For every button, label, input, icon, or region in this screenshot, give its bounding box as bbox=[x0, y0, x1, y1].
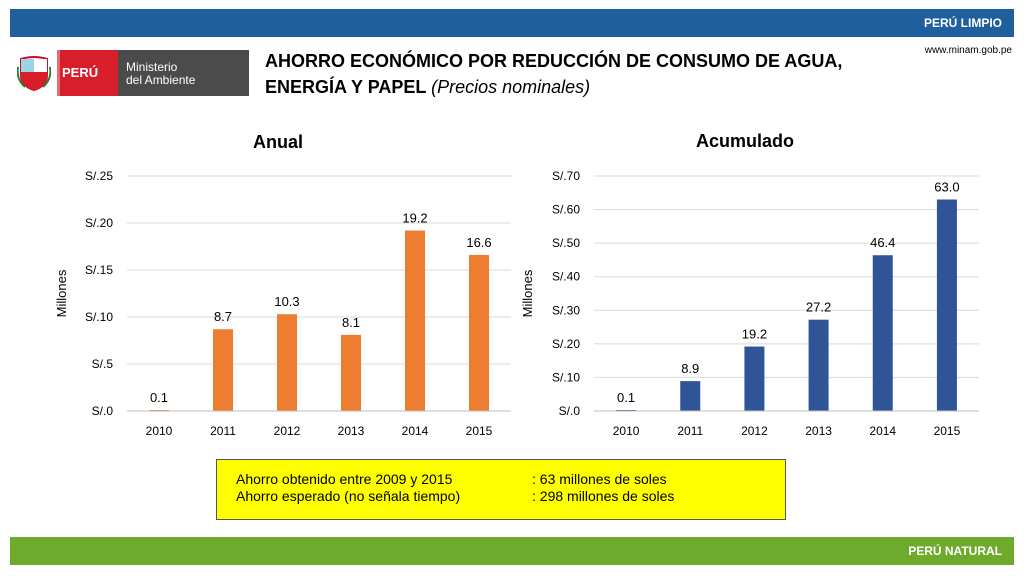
cumulative-x-tick-label: 2015 bbox=[934, 424, 961, 438]
bottom-band: PERÚ NATURAL bbox=[10, 537, 1014, 565]
note-expected-value: : 298 millones de soles bbox=[532, 488, 675, 504]
annual-data-label-2015: 16.6 bbox=[466, 235, 491, 250]
annual-x-tick-label: 2013 bbox=[338, 424, 365, 438]
annual-data-label-2011: 8.7 bbox=[214, 309, 232, 324]
annual-y-tick-label: S/.15 bbox=[85, 263, 113, 277]
annual-x-tick-label: 2011 bbox=[210, 424, 236, 438]
annual-y-tick-label: S/.10 bbox=[85, 310, 113, 324]
cumulative-y-tick-label: S/.0 bbox=[559, 404, 581, 418]
note-row-obtained: Ahorro obtenido entre 2009 y 2015 : 63 m… bbox=[236, 471, 785, 488]
coat-of-arms-icon bbox=[17, 56, 51, 91]
cumulative-data-label-2010: 0.1 bbox=[617, 390, 635, 405]
annual-x-tick-label: 2015 bbox=[466, 424, 493, 438]
logo-ministry: Ministerio del Ambiente bbox=[118, 50, 249, 96]
cumulative-y-tick-label: S/.30 bbox=[552, 303, 580, 317]
cumulative-y-tick-label: S/.40 bbox=[552, 270, 580, 284]
annual-data-label-2013: 8.1 bbox=[342, 315, 360, 330]
note-obtained-label: Ahorro obtenido entre 2009 y 2015 bbox=[236, 471, 453, 487]
savings-note: Ahorro obtenido entre 2009 y 2015 : 63 m… bbox=[216, 459, 786, 520]
annual-data-label-2012: 10.3 bbox=[274, 294, 299, 309]
note-expected-label: Ahorro esperado (no señala tiempo) bbox=[236, 488, 461, 504]
annual-x-tick-label: 2012 bbox=[274, 424, 301, 438]
cumulative-data-label-2012: 19.2 bbox=[742, 327, 767, 342]
cumulative-chart-title: Acumulado bbox=[696, 131, 794, 151]
note-obtained-value: : 63 millones de soles bbox=[532, 471, 667, 487]
cumulative-bar-2015 bbox=[936, 199, 957, 411]
cumulative-data-label-2015: 63.0 bbox=[934, 180, 959, 195]
title-subtitle: (Precios nominales) bbox=[431, 77, 591, 97]
annual-bar-2013 bbox=[341, 334, 361, 411]
cumulative-data-label-2014: 46.4 bbox=[870, 235, 895, 250]
cumulative-y-tick-label: S/.20 bbox=[552, 337, 580, 351]
annual-x-tick-label: 2014 bbox=[402, 424, 429, 438]
bottom-band-label: PERÚ NATURAL bbox=[908, 544, 1002, 558]
cumulative-bar-2013 bbox=[808, 319, 829, 411]
annual-y-tick-label: S/.20 bbox=[85, 216, 113, 230]
annual-y-tick-label: S/.0 bbox=[92, 404, 114, 418]
annual-y-tick-label: S/.25 bbox=[85, 169, 113, 183]
top-band: PERÚ LIMPIO bbox=[10, 9, 1014, 37]
cumulative-bar-2014 bbox=[872, 255, 893, 411]
title-line1: AHORRO ECONÓMICO POR REDUCCIÓN DE CONSUM… bbox=[265, 51, 843, 71]
annual-bar-2012 bbox=[277, 314, 297, 411]
annual-bar-2014 bbox=[405, 230, 425, 411]
annual-data-label-2014: 19.2 bbox=[402, 211, 427, 226]
cumulative-x-tick-label: 2011 bbox=[677, 424, 703, 438]
annual-data-label-2010: 0.1 bbox=[150, 390, 168, 405]
website-url: www.minam.gob.pe bbox=[924, 45, 1012, 56]
cumulative-data-label-2011: 8.9 bbox=[681, 361, 699, 376]
cumulative-x-tick-label: 2012 bbox=[741, 424, 768, 438]
title-line2-text: ENERGÍA Y PAPEL bbox=[265, 77, 427, 97]
cumulative-bar-2012 bbox=[744, 346, 765, 411]
cumulative-y-axis-label: Millones bbox=[520, 269, 535, 317]
logo-ministry-line1: Ministerio bbox=[126, 60, 178, 74]
annual-bar-2015 bbox=[469, 254, 489, 411]
cumulative-y-tick-label: S/.60 bbox=[552, 203, 580, 217]
logo-ministry-line2: del Ambiente bbox=[126, 73, 196, 87]
annual-chart-title: Anual bbox=[253, 132, 303, 152]
annual-bar-2011 bbox=[213, 329, 233, 411]
cumulative-x-tick-label: 2013 bbox=[805, 424, 832, 438]
cumulative-y-tick-label: S/.70 bbox=[552, 169, 580, 183]
cumulative-bar-2011 bbox=[680, 381, 701, 411]
cumulative-x-tick-label: 2010 bbox=[613, 424, 640, 438]
cumulative-x-tick-label: 2014 bbox=[869, 424, 896, 438]
page-title: AHORRO ECONÓMICO POR REDUCCIÓN DE CONSUM… bbox=[265, 48, 905, 100]
cumulative-y-tick-label: S/.50 bbox=[552, 236, 580, 250]
cumulative-y-tick-label: S/.10 bbox=[552, 370, 580, 384]
title-line2: ENERGÍA Y PAPEL (Precios nominales) bbox=[265, 74, 905, 100]
annual-y-tick-label: S/.5 bbox=[92, 357, 114, 371]
annual-y-axis-label: Millones bbox=[54, 269, 69, 317]
cumulative-data-label-2013: 27.2 bbox=[806, 300, 831, 315]
logo-country: PERÚ bbox=[57, 50, 118, 96]
annual-x-tick-label: 2010 bbox=[146, 424, 173, 438]
note-row-expected: Ahorro esperado (no señala tiempo) : 298… bbox=[236, 488, 785, 505]
ministry-logo: PERÚ Ministerio del Ambiente bbox=[17, 50, 249, 96]
top-band-label: PERÚ LIMPIO bbox=[923, 16, 1002, 30]
